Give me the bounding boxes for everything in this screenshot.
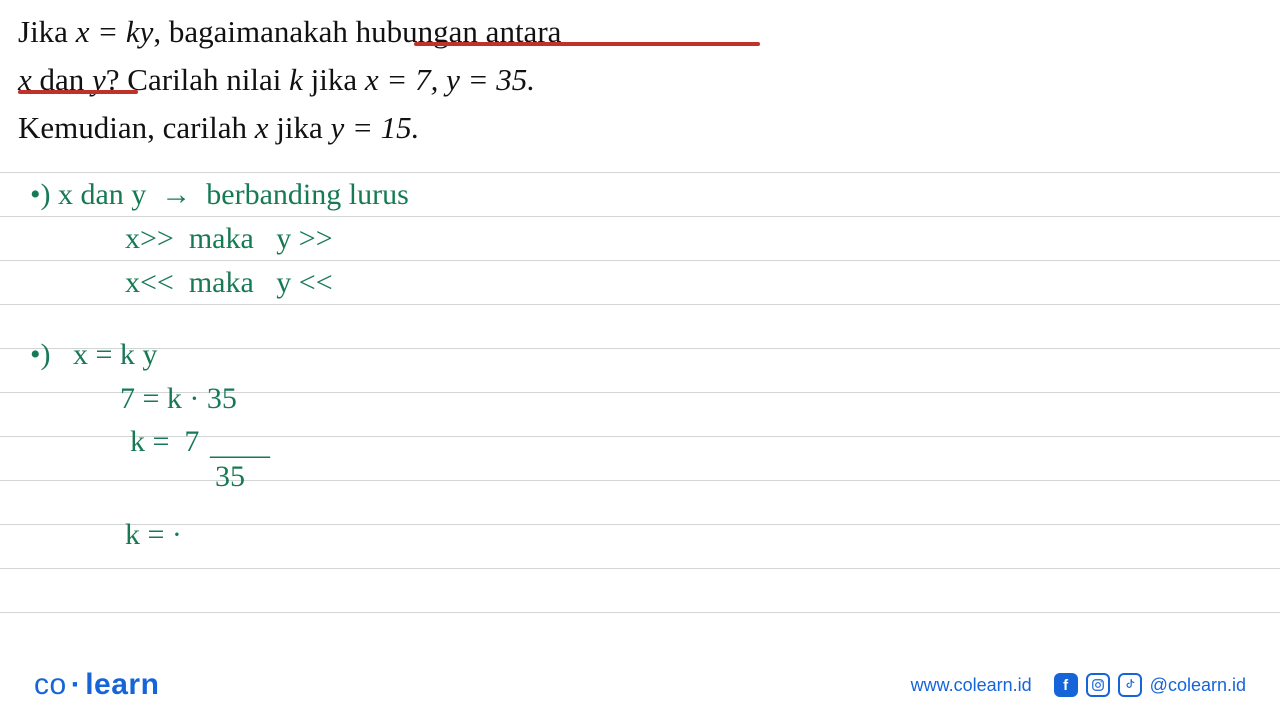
ruled-line	[0, 348, 1280, 349]
underline-x-dan-y	[18, 90, 138, 94]
handwriting-line: k = 7	[130, 427, 199, 457]
footer-handle: @colearn.id	[1150, 675, 1246, 696]
ruled-line	[0, 568, 1280, 569]
handwriting-line: 35	[215, 462, 245, 492]
text: Kemudian, carilah	[18, 110, 255, 145]
question-line-2: x dan y? Carilah nilai k jika x = 7, y =…	[18, 56, 1262, 104]
handwriting-line: 7 = k · 35	[120, 384, 237, 414]
ruled-line	[0, 172, 1280, 173]
footer-url: www.colearn.id	[911, 675, 1032, 696]
underline-hubungan	[414, 42, 760, 46]
question-block: Jika x = ky, bagaimanakah hubungan antar…	[18, 8, 1262, 152]
text-var: k	[289, 62, 303, 97]
handwriting-line: x>> maka y >>	[125, 224, 333, 254]
logo-co: co	[34, 668, 67, 701]
handwriting-line: x<< maka y <<	[125, 268, 333, 298]
ruled-line	[0, 304, 1280, 305]
tiktok-icon	[1118, 673, 1142, 697]
text-eq: x = 7, y = 35.	[365, 62, 535, 97]
text: jika	[268, 110, 330, 145]
ruled-line	[0, 524, 1280, 525]
handwriting-line: •) x = k y	[30, 340, 157, 370]
logo: co·learn	[34, 668, 159, 702]
footer: co·learn www.colearn.id f @colearn.id	[0, 650, 1280, 720]
text-eq: y = 15.	[330, 110, 419, 145]
logo-learn: learn	[85, 668, 159, 701]
text: , bagaimanakah	[153, 14, 355, 49]
instagram-icon	[1086, 673, 1110, 697]
logo-dot: ·	[67, 668, 86, 701]
handwriting-line: k = ·	[125, 520, 182, 550]
ruled-line	[0, 216, 1280, 217]
footer-right: www.colearn.id f @colearn.id	[911, 673, 1246, 697]
social-group: f @colearn.id	[1054, 673, 1246, 697]
question-line-3: Kemudian, carilah x jika y = 15.	[18, 104, 1262, 152]
text: jika	[303, 62, 365, 97]
ruled-line	[0, 480, 1280, 481]
text-eq: x = ky	[76, 14, 154, 49]
facebook-icon: f	[1054, 673, 1078, 697]
ruled-line	[0, 612, 1280, 613]
ruled-line	[0, 260, 1280, 261]
text: Jika	[18, 14, 76, 49]
question-line-1: Jika x = ky, bagaimanakah hubungan antar…	[18, 8, 1262, 56]
handwriting-line: •) x dan y → berbanding lurus	[30, 180, 409, 210]
page-root: Jika x = ky, bagaimanakah hubungan antar…	[0, 0, 1280, 720]
text-var: x	[255, 110, 269, 145]
